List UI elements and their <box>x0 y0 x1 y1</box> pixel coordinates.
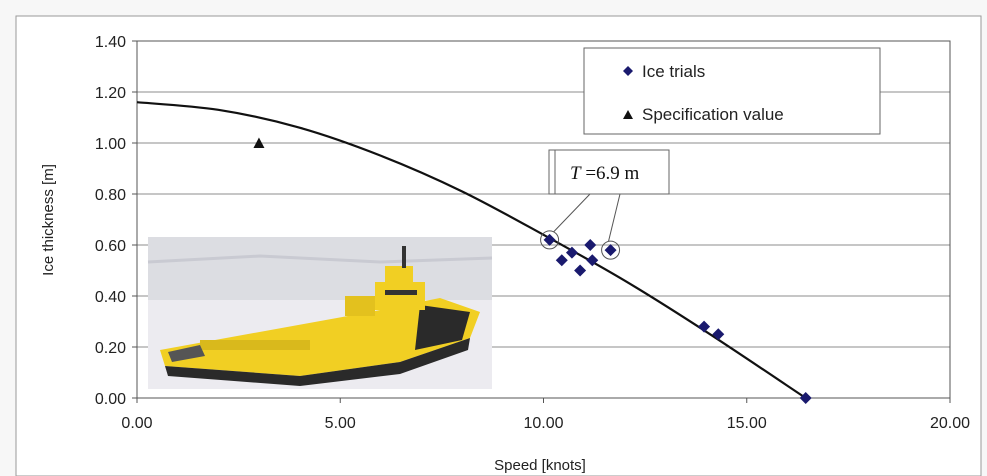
data-points <box>253 137 812 404</box>
annotation-leader-line-2 <box>608 193 621 242</box>
annotation-leader-line-1 <box>553 193 591 233</box>
annotation-text: T =6.9 m <box>570 163 640 184</box>
ice-trial-point-6 <box>604 244 617 257</box>
y-tick-label: 0.60 <box>95 238 126 255</box>
annotation-text-italic: T <box>570 163 582 184</box>
ship-hull-waterline <box>165 338 470 386</box>
ice-trial-point-8 <box>712 328 725 341</box>
ship-aft-deck <box>200 340 310 350</box>
legend-diamond-icon <box>623 66 633 76</box>
ice-trial-point-2 <box>565 246 578 259</box>
y-tick-label: 0.20 <box>95 340 126 357</box>
y-tick-label: 1.40 <box>95 34 126 51</box>
photo-horizon <box>147 254 493 264</box>
ship-photo-inset <box>147 237 493 389</box>
ice-trial-point-1 <box>555 254 568 267</box>
highlight-circle-1 <box>540 230 560 250</box>
x-tick-label: 10.00 <box>523 415 563 432</box>
y-tick-labels: 0.00 0.20 0.40 0.60 0.80 1.00 1.20 1.40 <box>95 34 126 408</box>
x-tick-label: 0.00 <box>121 415 152 432</box>
fit-curve <box>136 101 807 399</box>
ice-trial-point-3 <box>574 264 587 277</box>
legend-box <box>583 47 881 135</box>
ice-trial-point-9 <box>799 392 812 404</box>
legend-label-ice-trials: Ice trials <box>642 62 705 81</box>
y-axis-title: Ice thickness [m] <box>40 164 57 276</box>
y-tick-label: 0.40 <box>95 289 126 306</box>
y-tick-label: 0.00 <box>95 391 126 408</box>
plot-area-border <box>136 40 951 399</box>
legend-label-specification-value: Specification value <box>642 105 784 124</box>
draft-annotation: T =6.9 m <box>540 149 670 260</box>
x-axis-title: Speed [knots] <box>494 457 586 474</box>
y-tick-label: 1.20 <box>95 85 126 102</box>
ship-hull <box>160 298 480 376</box>
ice-trial-point-5 <box>586 254 599 267</box>
annotation-box <box>548 149 670 195</box>
x-tick-labels: 0.00 5.00 10.00 15.00 20.00 <box>121 398 970 432</box>
annotation-text-rest: =6.9 m <box>581 163 640 184</box>
ice-trial-point-7 <box>698 320 711 333</box>
ship-stern-detail <box>168 345 205 362</box>
ice-trial-point-0 <box>543 233 556 246</box>
legend: Ice trials Specification value <box>583 47 881 135</box>
ship-mast <box>402 246 406 268</box>
x-tick-label: 5.00 <box>325 415 356 432</box>
x-tick-label: 15.00 <box>727 415 767 432</box>
ice-trial-point-4 <box>584 239 597 251</box>
y-tick-label: 1.00 <box>95 136 126 153</box>
highlight-circle-2 <box>601 240 621 260</box>
ship-deckhouse <box>345 296 375 316</box>
y-tick-label: 0.80 <box>95 187 126 204</box>
specification-point-0 <box>253 137 265 148</box>
ship-bridge <box>375 282 425 310</box>
ship-bow-dark <box>415 305 470 350</box>
ship-upper-deck <box>385 266 413 284</box>
ship-bridge-windows <box>385 290 417 295</box>
legend-triangle-icon <box>623 110 633 119</box>
x-tick-label: 20.00 <box>930 415 970 432</box>
